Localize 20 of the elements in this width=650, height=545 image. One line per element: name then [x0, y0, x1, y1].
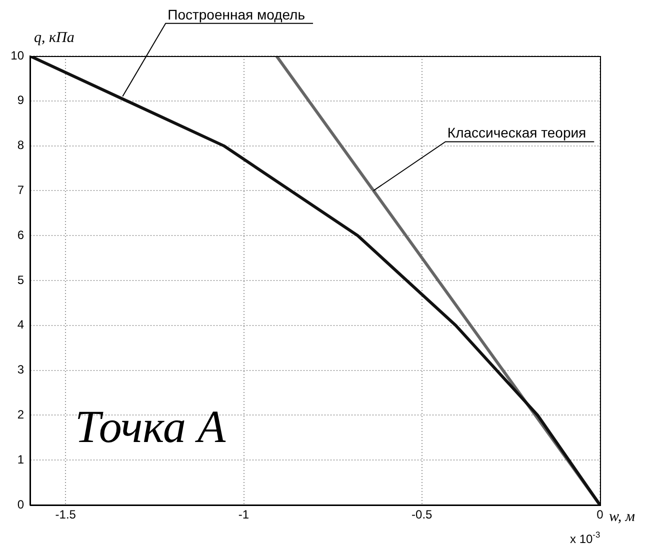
x-tick-label: 0	[596, 508, 604, 522]
y-tick-label: 7	[17, 183, 24, 198]
y-axis-title: q, кПа	[34, 30, 74, 46]
y-tick-label: 6	[17, 228, 24, 242]
y-tick-label: 3	[17, 362, 24, 377]
x-tick-label: -1.5	[55, 508, 76, 522]
x-axis-title: w, м	[609, 509, 636, 525]
annotation: Классическая теория	[447, 124, 586, 141]
y-tick-label: 9	[17, 93, 24, 108]
y-tick-label: 0	[17, 497, 24, 512]
y-tick-label: 10	[10, 48, 24, 62]
x-tick-label: -0.5	[412, 508, 433, 522]
y-tick-label: 1	[17, 452, 24, 466]
x-tick-label: -1	[238, 508, 250, 522]
y-tick-label: 2	[17, 408, 24, 422]
annotation: Точка А	[75, 401, 227, 452]
y-tick-label: 8	[17, 138, 24, 152]
y-tick-label: 5	[17, 272, 24, 287]
annotation: Построенная модель	[168, 6, 306, 22]
y-tick-label: 4	[17, 318, 24, 332]
